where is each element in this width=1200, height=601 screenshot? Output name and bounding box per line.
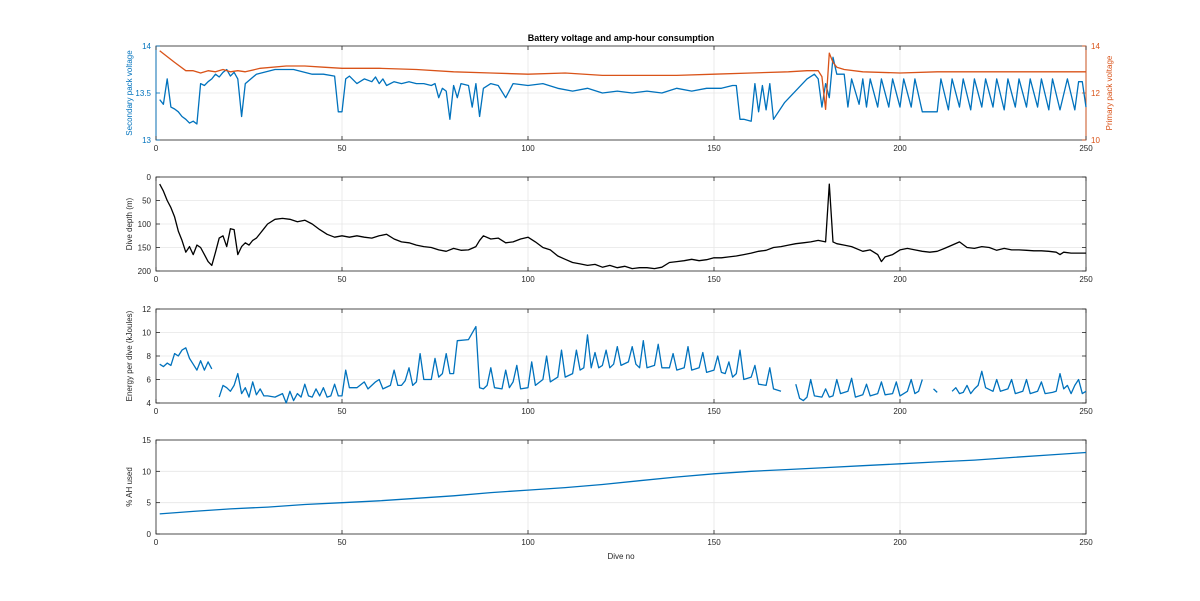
x-tick-label: 100	[521, 407, 535, 416]
y-tick-label: 200	[138, 267, 152, 276]
grid	[155, 45, 1087, 141]
x-tick-label: 150	[707, 275, 721, 284]
grid	[155, 176, 1087, 272]
series-line-3-1-seg3	[795, 377, 923, 402]
y-tick-label: 50	[142, 197, 151, 206]
axes-box	[155, 439, 1087, 535]
series-line-3-1-seg2	[218, 325, 782, 404]
y-tick-label: 4	[147, 399, 152, 408]
x-tick-label: 250	[1079, 275, 1093, 284]
y-tick-label: 14	[142, 42, 151, 51]
y-tick-label: 10	[142, 467, 151, 476]
subplot-2: 0 50 100 150 200 250 0 50 100 150 200 Dive depth (m…	[125, 173, 1093, 284]
x-tick-label: 100	[521, 144, 535, 153]
y2-tick-label: 10	[1091, 136, 1100, 145]
series-line-4-1	[159, 451, 1087, 515]
x-tick-label: 100	[521, 275, 535, 284]
y-axis-label: Secondary pack voltage	[125, 50, 134, 136]
chart-title: Battery voltage and amp-hour consumption	[528, 33, 715, 43]
series-line-2-1	[159, 183, 1086, 270]
y-tick-label: 150	[138, 244, 152, 253]
grid	[155, 308, 1087, 404]
x-tick-label: 0	[154, 538, 159, 547]
y-axis-label: % AH used	[125, 467, 134, 507]
x-tick-label: 50	[338, 144, 347, 153]
y-tick-label: 100	[138, 220, 152, 229]
x-tick-label: 250	[1079, 144, 1093, 153]
x-tick-label: 200	[893, 538, 907, 547]
x-tick-label: 200	[893, 144, 907, 153]
x-tick-label: 250	[1079, 538, 1093, 547]
x-tick-label: 150	[707, 538, 721, 547]
grid	[155, 439, 1087, 535]
x-axis-label: Dive no	[607, 552, 635, 561]
x-tick-label: 150	[707, 144, 721, 153]
y-tick-label: 0	[147, 530, 152, 539]
y-axis-label: Dive depth (m)	[125, 197, 134, 250]
series-line-1-2	[159, 50, 1086, 111]
x-tick-label: 200	[893, 275, 907, 284]
y-tick-label: 12	[142, 305, 151, 314]
y-tick-label: 13	[142, 136, 151, 145]
x-tick-label: 50	[338, 275, 347, 284]
x-tick-label: 0	[154, 407, 159, 416]
series-line-3-1-seg1	[159, 347, 213, 371]
y2-tick-label: 12	[1091, 89, 1100, 98]
series-line-1-1	[159, 56, 1087, 125]
x-tick-label: 250	[1079, 407, 1093, 416]
x-tick-label: 50	[338, 538, 347, 547]
series-line-3-1-seg4	[933, 388, 938, 393]
x-tick-label: 150	[707, 407, 721, 416]
y-tick-label: 8	[147, 352, 152, 361]
subplot-3: 0 50 100 150 200 250 4 6 8 10 12 Energy per dive (k…	[125, 305, 1093, 416]
y-axis-label: Energy per dive (kJoules)	[125, 310, 134, 401]
y-tick-label: 6	[147, 376, 152, 385]
y2-axis-label: Primary pack voltage	[1105, 55, 1114, 130]
y-tick-label: 15	[142, 436, 151, 445]
y-tick-label: 0	[147, 173, 152, 182]
subplot-1: 0 50 100 150 200 250 13 13.5 14 10 12 14 Primary pac…	[125, 33, 1114, 153]
series-line-3-1-seg5	[951, 370, 1087, 395]
subplot-4: 0 50 100 150 200 250 0 5 10 15 % AH used Dive no	[125, 436, 1093, 561]
x-tick-label: 50	[338, 407, 347, 416]
y-tick-label: 10	[142, 329, 151, 338]
x-tick-label: 200	[893, 407, 907, 416]
x-tick-label: 0	[154, 144, 159, 153]
x-tick-label: 0	[154, 275, 159, 284]
x-tick-label: 100	[521, 538, 535, 547]
y2-tick-label: 14	[1091, 42, 1100, 51]
y-tick-label: 5	[147, 499, 152, 508]
y-tick-label: 13.5	[135, 89, 151, 98]
